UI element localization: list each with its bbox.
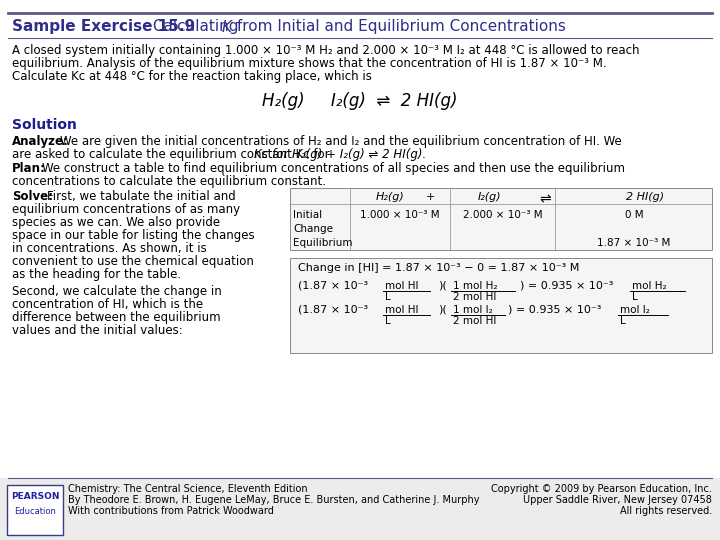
Text: By Theodore E. Brown, H. Eugene LeMay, Bruce E. Bursten, and Catherine J. Murphy: By Theodore E. Brown, H. Eugene LeMay, B… xyxy=(68,495,480,505)
Text: Analyze:: Analyze: xyxy=(12,135,69,148)
Text: We are given the initial concentrations of H₂ and I₂ and the equilibrium concent: We are given the initial concentrations … xyxy=(60,135,622,148)
Text: (1.87 × 10⁻³: (1.87 × 10⁻³ xyxy=(298,305,368,315)
Text: L: L xyxy=(385,292,391,302)
Text: H₂(g): H₂(g) xyxy=(376,192,405,202)
Text: H₂(g)     I₂(g)  ⇌  2 HI(g): H₂(g) I₂(g) ⇌ 2 HI(g) xyxy=(262,92,458,110)
Text: ) = 0.935 × 10⁻³: ) = 0.935 × 10⁻³ xyxy=(520,281,613,291)
Text: L: L xyxy=(632,292,638,302)
Text: as the heading for the table.: as the heading for the table. xyxy=(12,268,181,281)
Text: Calculating: Calculating xyxy=(148,19,243,35)
Text: 1.87 × 10⁻³ M: 1.87 × 10⁻³ M xyxy=(598,238,671,248)
Text: )(: )( xyxy=(438,281,446,291)
Text: Chemistry: The Central Science, Eleventh Edition: Chemistry: The Central Science, Eleventh… xyxy=(68,484,307,494)
Text: 2 HI(g): 2 HI(g) xyxy=(626,192,664,202)
Text: mol HI: mol HI xyxy=(385,305,418,315)
Text: Upper Saddle River, New Jersey 07458: Upper Saddle River, New Jersey 07458 xyxy=(523,495,712,505)
Text: K: K xyxy=(222,19,232,35)
Text: 1 mol I₂: 1 mol I₂ xyxy=(453,305,492,315)
Text: Kᴄ for H₂(g) + I₂(g) ⇌ 2 HI(g).: Kᴄ for H₂(g) + I₂(g) ⇌ 2 HI(g). xyxy=(254,148,426,161)
Text: 1 mol H₂: 1 mol H₂ xyxy=(453,281,498,291)
Text: Change: Change xyxy=(293,224,333,234)
Bar xyxy=(0,478,720,540)
Text: space in our table for listing the changes: space in our table for listing the chang… xyxy=(12,229,255,242)
Text: Education: Education xyxy=(14,507,56,516)
Text: First, we tabulate the initial and: First, we tabulate the initial and xyxy=(47,190,235,203)
Text: from Initial and Equilibrium Concentrations: from Initial and Equilibrium Concentrati… xyxy=(232,19,566,35)
Text: Initial: Initial xyxy=(293,210,322,220)
Text: A closed system initially containing 1.000 × 10⁻³ M H₂ and 2.000 × 10⁻³ M I₂ at : A closed system initially containing 1.0… xyxy=(12,44,639,57)
FancyBboxPatch shape xyxy=(290,188,712,250)
Text: All rights reserved.: All rights reserved. xyxy=(620,506,712,516)
Text: ) = 0.935 × 10⁻³: ) = 0.935 × 10⁻³ xyxy=(508,305,601,315)
Text: Copyright © 2009 by Pearson Education, Inc.: Copyright © 2009 by Pearson Education, I… xyxy=(491,484,712,494)
Text: 2 mol HI: 2 mol HI xyxy=(453,316,496,326)
Text: I₂(g): I₂(g) xyxy=(478,192,502,202)
Text: Solve:: Solve: xyxy=(12,190,53,203)
Text: (1.87 × 10⁻³: (1.87 × 10⁻³ xyxy=(298,281,368,291)
Text: ⇌: ⇌ xyxy=(539,192,551,206)
Text: concentration of HI, which is the: concentration of HI, which is the xyxy=(12,298,203,311)
Text: concentrations to calculate the equilibrium constant.: concentrations to calculate the equilibr… xyxy=(12,175,326,188)
Text: PEARSON: PEARSON xyxy=(11,492,59,501)
Text: Change in [HI] = 1.87 × 10⁻³ − 0 = 1.87 × 10⁻³ M: Change in [HI] = 1.87 × 10⁻³ − 0 = 1.87 … xyxy=(298,263,580,273)
Text: mol H₂: mol H₂ xyxy=(632,281,667,291)
Text: equilibrium. Analysis of the equilibrium mixture shows that the concentration of: equilibrium. Analysis of the equilibrium… xyxy=(12,57,607,70)
Text: 1.000 × 10⁻³ M: 1.000 × 10⁻³ M xyxy=(360,210,440,220)
Text: 2 mol HI: 2 mol HI xyxy=(453,292,496,302)
Text: With contributions from Patrick Woodward: With contributions from Patrick Woodward xyxy=(68,506,274,516)
Text: are asked to calculate the equilibrium constant Kᴄ for: are asked to calculate the equilibrium c… xyxy=(12,148,337,161)
Text: We construct a table to find equilibrium concentrations of all species and then : We construct a table to find equilibrium… xyxy=(42,162,625,175)
Text: Second, we calculate the change in: Second, we calculate the change in xyxy=(12,285,222,298)
Text: Solution: Solution xyxy=(12,118,77,132)
Text: Plan:: Plan: xyxy=(12,162,46,175)
Text: +: + xyxy=(426,192,435,202)
Text: species as we can. We also provide: species as we can. We also provide xyxy=(12,216,220,229)
Text: mol HI: mol HI xyxy=(385,281,418,291)
Text: convenient to use the chemical equation: convenient to use the chemical equation xyxy=(12,255,254,268)
FancyBboxPatch shape xyxy=(290,258,712,353)
Text: L: L xyxy=(385,316,391,326)
Text: values and the initial values:: values and the initial values: xyxy=(12,324,183,337)
Text: Sample Exercise 15.9: Sample Exercise 15.9 xyxy=(12,19,195,35)
Text: Equilibrium: Equilibrium xyxy=(293,238,353,248)
Text: 2.000 × 10⁻³ M: 2.000 × 10⁻³ M xyxy=(463,210,543,220)
Text: 0 M: 0 M xyxy=(625,210,643,220)
Text: difference between the equilibrium: difference between the equilibrium xyxy=(12,311,220,324)
Text: Calculate Kᴄ at 448 °C for the reaction taking place, which is: Calculate Kᴄ at 448 °C for the reaction … xyxy=(12,70,372,83)
Text: )(: )( xyxy=(438,305,446,315)
Text: in concentrations. As shown, it is: in concentrations. As shown, it is xyxy=(12,242,207,255)
Text: mol I₂: mol I₂ xyxy=(620,305,650,315)
FancyBboxPatch shape xyxy=(7,485,63,535)
Text: equilibrium concentrations of as many: equilibrium concentrations of as many xyxy=(12,203,240,216)
Text: L: L xyxy=(620,316,626,326)
